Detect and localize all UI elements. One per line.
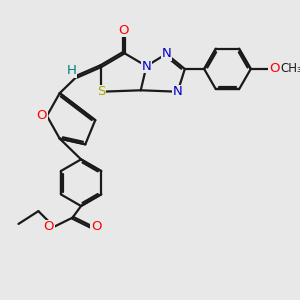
- Text: N: N: [173, 85, 183, 98]
- Text: O: O: [91, 220, 101, 233]
- Text: O: O: [44, 220, 54, 233]
- Text: N: N: [142, 60, 151, 73]
- Text: S: S: [97, 85, 105, 98]
- Text: N: N: [161, 47, 171, 60]
- Text: O: O: [269, 62, 280, 76]
- Text: CH₃: CH₃: [280, 62, 300, 76]
- Text: H: H: [67, 64, 76, 77]
- Text: O: O: [37, 110, 47, 122]
- Text: O: O: [118, 23, 129, 37]
